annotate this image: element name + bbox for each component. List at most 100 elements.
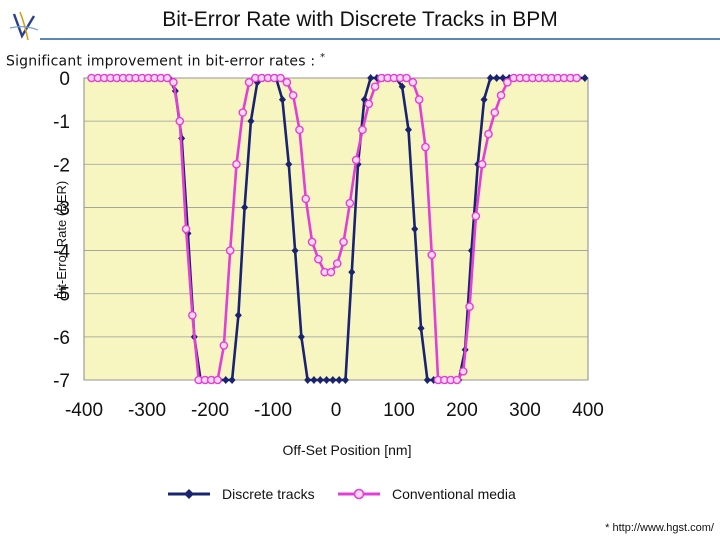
data-point-conventional xyxy=(326,267,336,277)
data-point-conventional xyxy=(276,73,285,83)
data-point-conventional xyxy=(188,310,197,320)
data-point-discrete xyxy=(241,203,249,212)
title-divider xyxy=(40,38,720,40)
data-point-conventional xyxy=(458,367,468,376)
data-point-conventional xyxy=(452,375,462,385)
data-point-conventional xyxy=(358,125,367,135)
data-point-discrete xyxy=(480,95,488,104)
plot-area xyxy=(83,77,589,381)
data-point-discrete xyxy=(228,376,236,384)
data-point-conventional xyxy=(496,90,506,100)
data-point-discrete xyxy=(297,332,305,341)
legend-label-conventional: Conventional media xyxy=(392,486,516,502)
data-point-discrete xyxy=(222,376,230,384)
data-point-conventional xyxy=(339,237,348,247)
data-point-conventional xyxy=(232,159,241,169)
data-point-conventional xyxy=(490,108,500,117)
data-point-conventional xyxy=(364,99,374,109)
data-point-conventional xyxy=(370,82,380,91)
data-point-discrete xyxy=(493,74,501,82)
y-tick-label: -5 xyxy=(53,285,70,306)
data-point-conventional xyxy=(414,95,424,104)
y-axis-label: Bit-Error Rate (BER) xyxy=(54,181,69,299)
slide-subtitle: Significant improvement in bit-error rat… xyxy=(6,52,325,70)
data-point-conventional xyxy=(427,250,437,260)
x-tick-label: 100 xyxy=(383,400,415,421)
chart-legend: Discrete tracks Conventional media xyxy=(168,486,516,502)
data-point-conventional xyxy=(332,259,342,268)
x-tick-label: -400 xyxy=(65,400,103,421)
subtitle-footnote-marker: * xyxy=(319,52,326,63)
data-point-conventional xyxy=(225,246,235,255)
data-point-conventional xyxy=(345,198,355,208)
data-point-discrete xyxy=(304,376,312,384)
data-point-discrete xyxy=(417,324,425,333)
y-tick-label: -1 xyxy=(53,112,70,133)
x-tick-label: 400 xyxy=(572,400,604,421)
data-point-conventional xyxy=(572,73,581,83)
data-point-conventional xyxy=(175,116,185,126)
legend-label-discrete: Discrete tracks xyxy=(222,486,315,502)
x-tick-label: -100 xyxy=(254,400,292,421)
y-tick-label: -6 xyxy=(53,328,70,349)
data-point-discrete xyxy=(423,376,431,384)
y-tick-label: 0 xyxy=(59,70,70,90)
data-point-conventional xyxy=(213,375,222,385)
data-point-conventional xyxy=(244,78,254,87)
x-tick-label: 300 xyxy=(509,400,541,421)
data-point-conventional xyxy=(219,341,229,350)
data-point-conventional xyxy=(307,237,317,247)
data-point-discrete xyxy=(486,74,494,82)
data-point-conventional xyxy=(282,78,292,87)
x-tick-label: -200 xyxy=(191,400,229,421)
data-point-conventional xyxy=(288,90,298,100)
ber-chart: 0 -1 -2 -3 -4 -5 -6 -7 -400 -300 -200 -100 0 100 200 30… xyxy=(53,69,604,502)
y-tick-label: -7 xyxy=(53,371,70,392)
data-point-discrete xyxy=(398,82,406,91)
y-tick-label: -4 xyxy=(53,242,70,263)
data-point-conventional xyxy=(465,302,474,311)
data-point-conventional xyxy=(408,78,418,87)
data-point-discrete xyxy=(247,117,255,126)
data-point-discrete xyxy=(367,74,375,82)
data-point-conventional xyxy=(295,125,304,135)
data-point-conventional xyxy=(421,142,430,152)
data-point-conventional xyxy=(238,108,248,117)
legend-marker-conventional xyxy=(353,488,365,500)
y-tick-label: -3 xyxy=(53,198,70,219)
data-point-conventional xyxy=(351,155,361,165)
data-point-conventional xyxy=(162,73,172,83)
data-point-discrete xyxy=(348,268,356,277)
data-point-conventional xyxy=(314,254,323,264)
data-point-discrete xyxy=(234,311,242,320)
data-point-conventional xyxy=(477,159,487,169)
logo-icon xyxy=(9,11,39,41)
data-point-discrete xyxy=(278,95,286,104)
data-point-discrete xyxy=(404,125,412,134)
subtitle-text: Significant improvement in bit-error rat… xyxy=(6,53,316,70)
data-point-conventional xyxy=(181,224,191,234)
source-footnote: * http://www.hgst.com/ xyxy=(605,522,714,534)
data-point-conventional xyxy=(169,78,178,87)
y-tick-label: -2 xyxy=(53,155,70,176)
title-divider-dash xyxy=(620,38,720,40)
data-point-discrete xyxy=(316,376,324,384)
data-point-conventional xyxy=(471,211,481,221)
x-tick-label: -300 xyxy=(128,400,166,421)
data-point-discrete xyxy=(329,376,337,384)
x-tick-label: 200 xyxy=(446,400,478,421)
data-point-discrete xyxy=(323,376,331,384)
data-point-discrete xyxy=(341,376,349,384)
chart-panel: 0 -1 -2 -3 -4 -5 -6 -7 -400 -300 -200 -100 0 100 200 30… xyxy=(38,69,608,510)
data-point-discrete xyxy=(285,160,293,169)
x-tick-label: 0 xyxy=(331,400,342,421)
data-point-discrete xyxy=(335,376,343,384)
legend-marker-discrete xyxy=(184,489,194,499)
data-point-conventional xyxy=(484,129,493,139)
slide-title: Bit-Error Rate with Discrete Tracks in B… xyxy=(162,8,558,31)
data-point-conventional xyxy=(402,73,411,83)
x-axis-label: Off-Set Position [nm] xyxy=(283,442,412,458)
data-point-conventional xyxy=(503,78,512,87)
data-point-discrete xyxy=(581,74,589,82)
data-point-discrete xyxy=(310,376,318,384)
